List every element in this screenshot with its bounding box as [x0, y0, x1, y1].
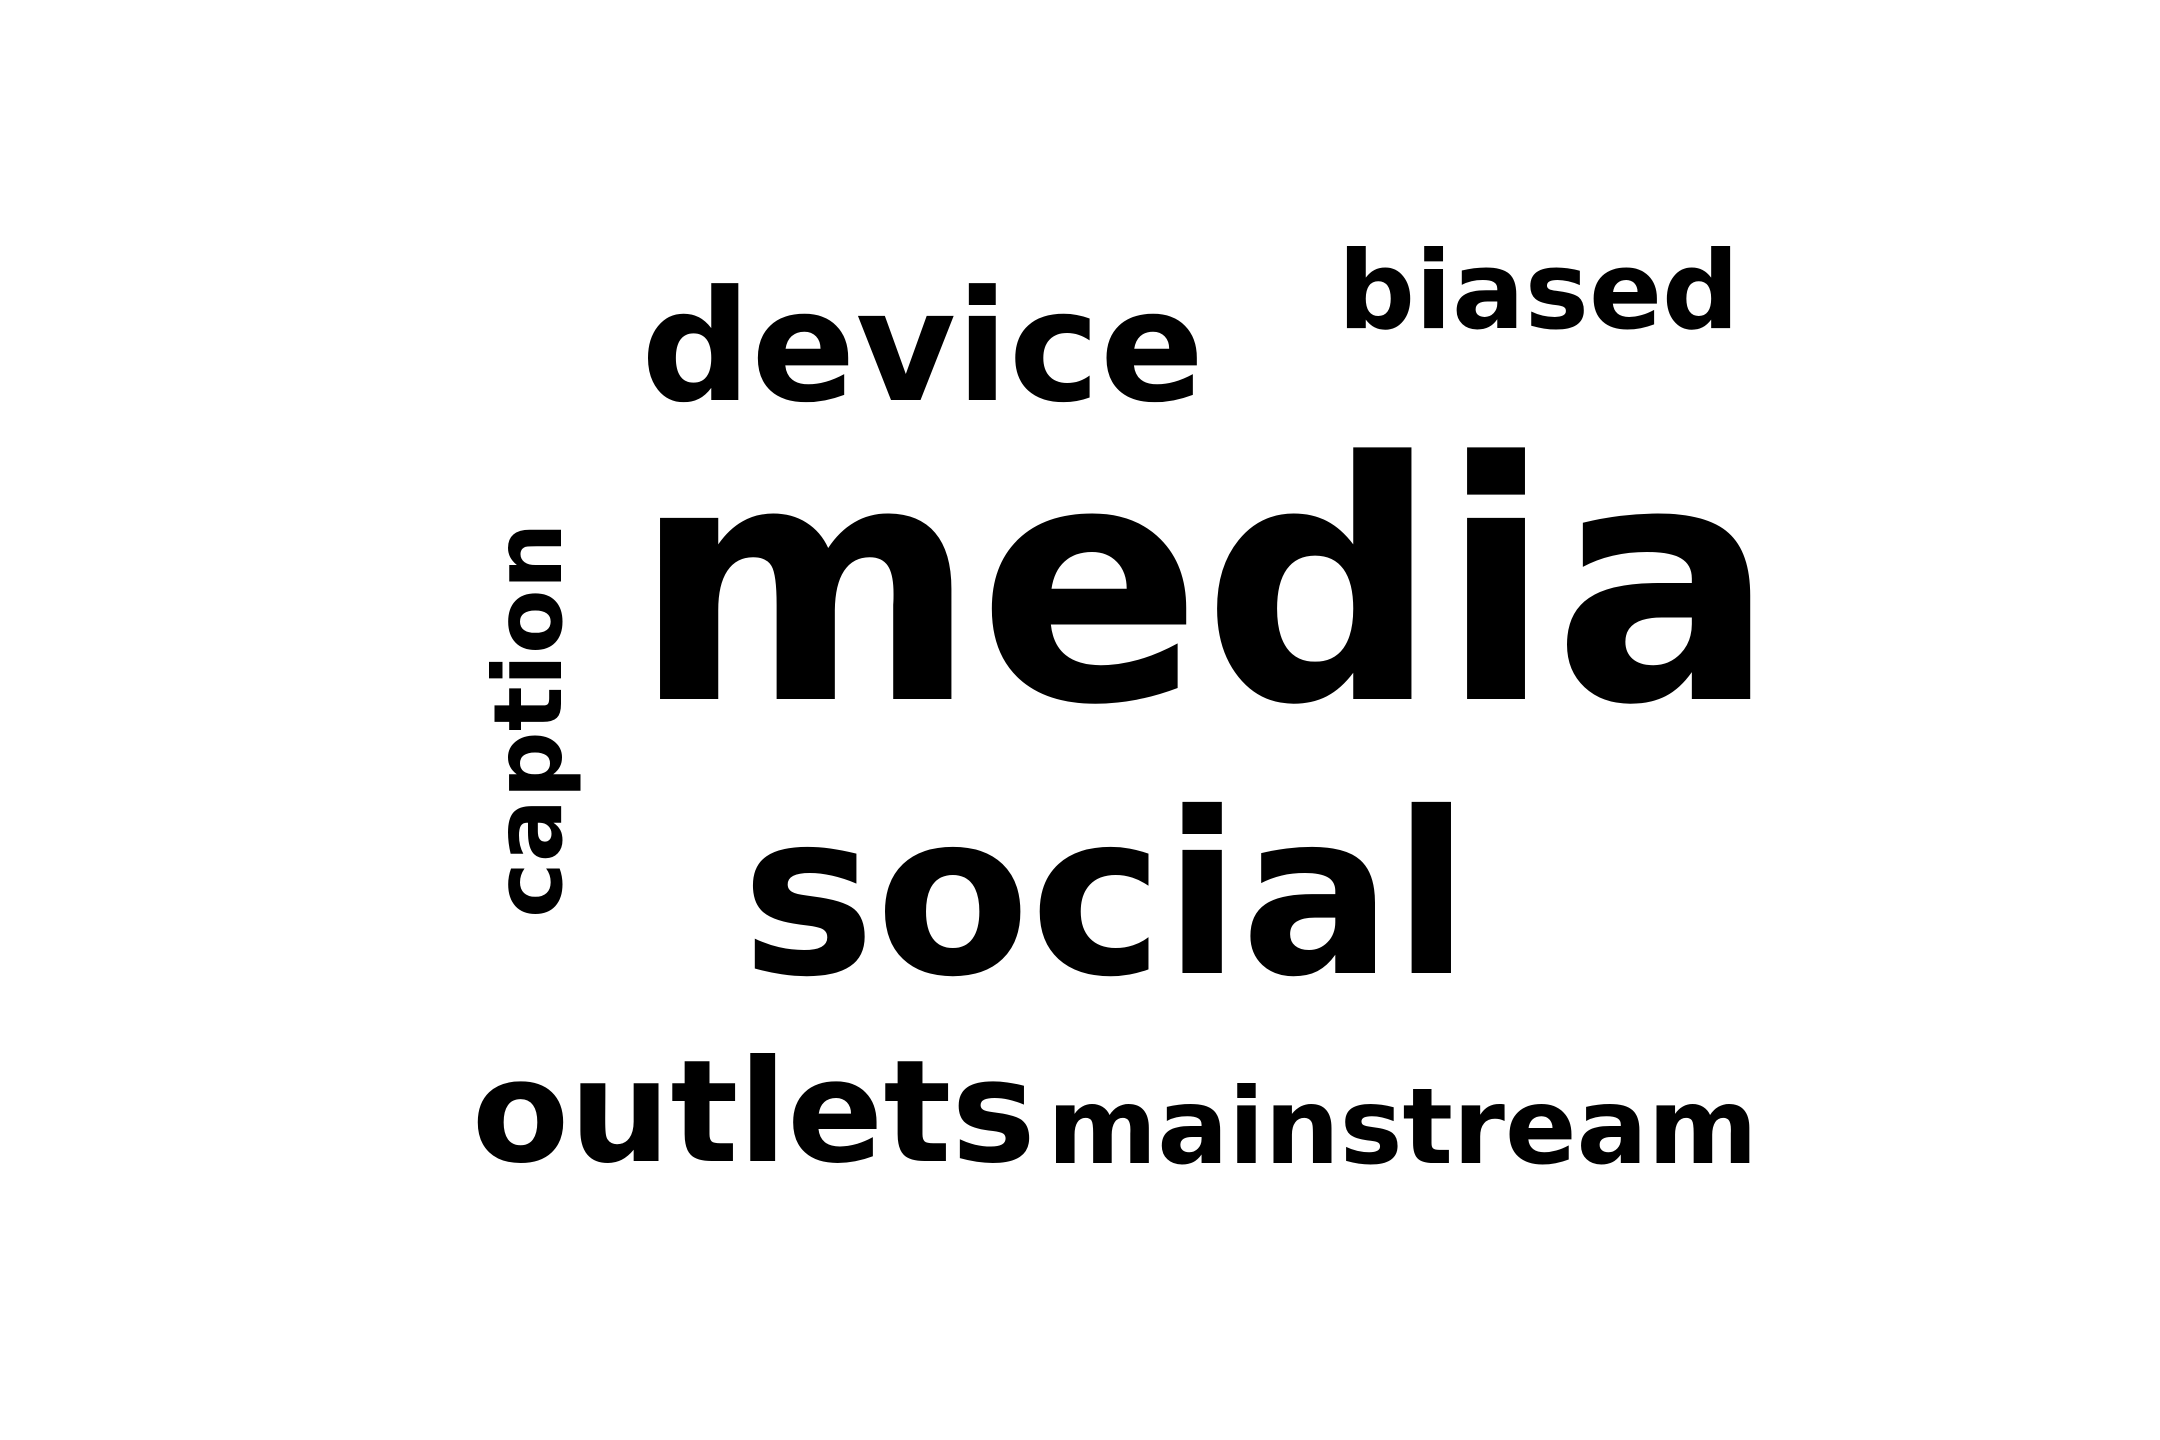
word-biased: biased: [1337, 229, 1740, 355]
word-device: device: [641, 258, 1205, 438]
word-media: media: [632, 393, 1777, 779]
word-mainstream: mainstream: [1047, 1064, 1758, 1188]
word-caption: caption: [474, 522, 584, 919]
word-social: social: [741, 765, 1470, 1028]
word-outlets: outlets: [471, 1028, 1036, 1195]
